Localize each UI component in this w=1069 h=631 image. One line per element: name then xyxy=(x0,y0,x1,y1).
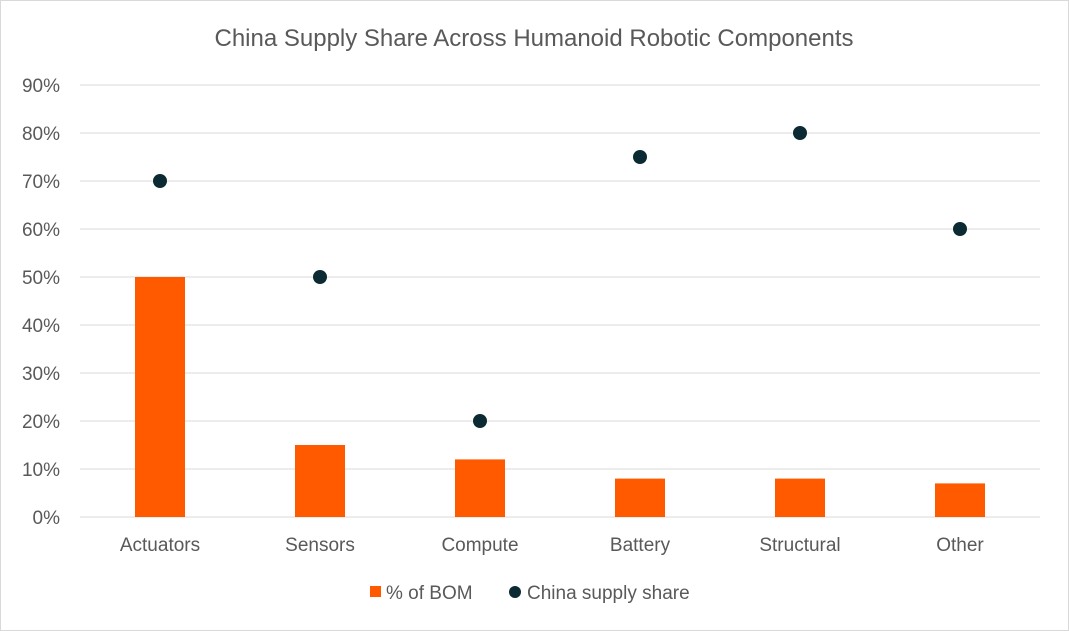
x-tick-label: Battery xyxy=(610,535,671,556)
bar xyxy=(775,478,825,517)
bars xyxy=(135,277,985,517)
bar xyxy=(295,445,345,517)
point xyxy=(633,150,647,164)
y-tick-label: 0% xyxy=(33,508,61,529)
legend-swatch-china-share xyxy=(509,586,521,598)
x-tick-label: Structural xyxy=(759,535,840,556)
legend-swatch-bom xyxy=(370,586,381,597)
x-tick-label: Compute xyxy=(441,535,518,556)
point xyxy=(473,414,487,428)
bar xyxy=(935,483,985,517)
x-tick-label: Actuators xyxy=(120,535,200,556)
x-axis-labels: Actuators Sensors Compute Battery Structural… xyxy=(120,535,985,556)
legend: % of BOM China supply share xyxy=(370,583,690,604)
y-tick-label: 10% xyxy=(22,460,60,481)
y-tick-label: 50% xyxy=(22,268,60,289)
x-tick-label: Other xyxy=(936,535,984,556)
y-tick-label: 70% xyxy=(22,172,60,193)
x-tick-label: Sensors xyxy=(285,535,355,556)
bar xyxy=(615,478,665,517)
legend-label-bom: % of BOM xyxy=(386,583,473,604)
y-tick-label: 60% xyxy=(22,220,60,241)
point xyxy=(313,270,327,284)
bar xyxy=(135,277,185,517)
bar xyxy=(455,459,505,517)
y-axis-ticks: 0% 10% 20% 30% 40% 50% 60% 70% 80% 90% xyxy=(22,76,60,529)
point xyxy=(153,174,167,188)
points xyxy=(153,126,967,428)
point xyxy=(953,222,967,236)
y-tick-label: 40% xyxy=(22,316,60,337)
chart-title: China Supply Share Across Humanoid Robot… xyxy=(214,25,853,52)
y-tick-label: 90% xyxy=(22,76,60,97)
point xyxy=(793,126,807,140)
y-tick-label: 80% xyxy=(22,124,60,145)
legend-label-china-share: China supply share xyxy=(527,583,690,604)
y-tick-label: 30% xyxy=(22,364,60,385)
y-tick-label: 20% xyxy=(22,412,60,433)
gridlines xyxy=(80,84,1040,518)
